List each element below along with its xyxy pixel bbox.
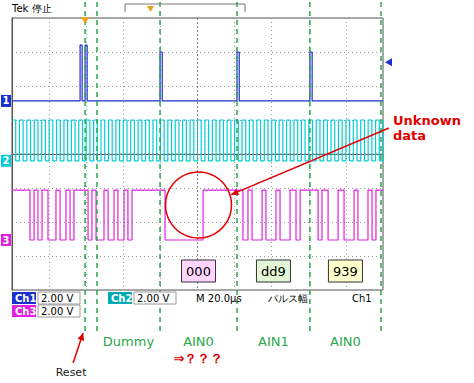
- svg-text:939: 939: [333, 264, 358, 279]
- svg-text:Unknown: Unknown: [393, 113, 461, 128]
- svg-text:Ch1: Ch1: [352, 293, 372, 304]
- svg-text:3: 3: [3, 235, 10, 246]
- svg-text:2.00 V: 2.00 V: [41, 306, 73, 317]
- svg-text:2.00 V: 2.00 V: [41, 293, 73, 304]
- svg-text:Reset: Reset: [56, 366, 87, 379]
- svg-text:⇒？？？: ⇒？？？: [174, 351, 224, 366]
- svg-text:Tek 停止: Tek 停止: [11, 3, 52, 14]
- svg-text:AIN0: AIN0: [183, 334, 214, 349]
- svg-text:M 20.0µs: M 20.0µs: [196, 293, 242, 304]
- svg-text:パルス幅: パルス幅: [267, 293, 308, 304]
- svg-text:Dummy: Dummy: [103, 334, 155, 349]
- svg-text:data: data: [393, 128, 426, 143]
- svg-text:Ch2: Ch2: [111, 293, 132, 304]
- svg-text:AIN0: AIN0: [330, 334, 361, 349]
- svg-text:AIN1: AIN1: [258, 334, 289, 349]
- svg-text:dd9: dd9: [261, 264, 286, 279]
- svg-text:Ch3: Ch3: [15, 306, 36, 317]
- svg-text:2.00 V: 2.00 V: [137, 293, 169, 304]
- svg-text:000: 000: [186, 264, 211, 279]
- svg-text:2: 2: [3, 155, 10, 166]
- svg-text:Ch1: Ch1: [15, 293, 36, 304]
- svg-text:1: 1: [3, 95, 10, 106]
